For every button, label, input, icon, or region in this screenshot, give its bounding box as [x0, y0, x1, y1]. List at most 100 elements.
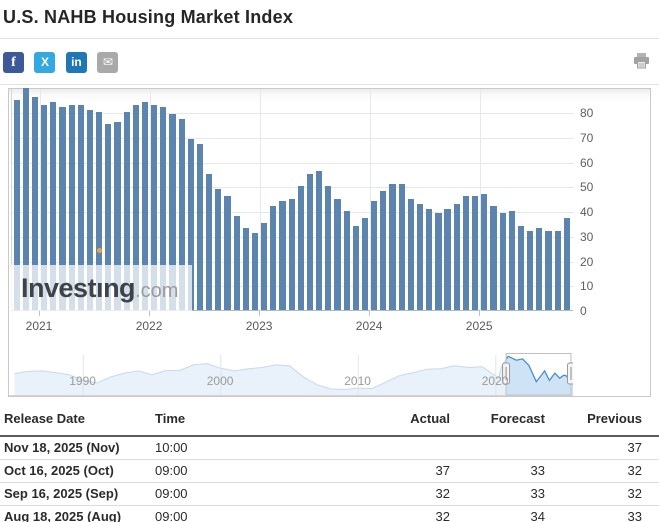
time-cell: 09:00: [150, 482, 290, 506]
bar: [407, 198, 414, 310]
actual-cell: 32: [290, 482, 450, 506]
actual-cell: 37: [290, 459, 450, 483]
bar: [343, 211, 350, 310]
y-tick-label: 0: [580, 304, 587, 318]
y-tick-label: 20: [580, 254, 594, 269]
bar: [96, 112, 103, 310]
bar: [361, 218, 369, 310]
bar: [306, 173, 314, 310]
bar: [233, 215, 240, 310]
watermark-orange-dot: [97, 248, 103, 253]
pad-cell: [642, 459, 659, 483]
bar: [416, 203, 424, 310]
bar: [13, 99, 20, 310]
plot-area: [11, 88, 574, 311]
bar: [462, 196, 470, 310]
forecast-cell: 33: [450, 482, 545, 506]
bar: [31, 97, 39, 310]
bar: [499, 213, 506, 310]
forecast-cell: 34: [450, 505, 545, 522]
bar: [206, 173, 213, 310]
bar: [261, 223, 268, 310]
bar: [59, 107, 66, 310]
table-header-row: Release Date Time Actual Forecast Previo…: [0, 402, 659, 437]
y-tick-label: 30: [580, 229, 594, 244]
navigator-left-handle[interactable]: [502, 362, 511, 385]
actual-cell: 32: [290, 505, 450, 522]
share-facebook-button[interactable]: f: [3, 52, 24, 73]
forecast-cell: [450, 436, 545, 460]
bar: [86, 109, 94, 310]
y-tick-label: 60: [580, 155, 594, 170]
bar: [481, 193, 488, 310]
bar: [325, 186, 332, 310]
bar: [141, 102, 149, 310]
navigator-right-handle[interactable]: [567, 362, 574, 385]
navigator[interactable]: [9, 353, 573, 396]
release-date-cell: Aug 18, 2025 (Aug): [0, 505, 150, 522]
y-tick-label: 50: [580, 180, 594, 195]
share-email-button[interactable]: ✉: [97, 52, 119, 73]
title-divider: [0, 38, 659, 39]
linkedin-icon: in: [71, 55, 82, 69]
bar: [242, 228, 249, 310]
bar: [398, 183, 405, 310]
bar: [105, 124, 112, 310]
facebook-icon: f: [11, 55, 16, 70]
table-row: Aug 18, 2025 (Aug) 09:00 32 34 33: [0, 505, 659, 522]
actual-cell: [290, 436, 450, 460]
previous-cell: 37: [545, 436, 642, 460]
bar: [169, 114, 176, 310]
releases-table: Release Date Time Actual Forecast Previo…: [0, 402, 659, 522]
bar: [426, 208, 433, 310]
x-tick-label: 2021: [25, 319, 53, 333]
share-linkedin-button[interactable]: in: [65, 52, 87, 73]
bar: [316, 171, 323, 310]
bar: [215, 188, 222, 310]
header-previous: Previous: [545, 402, 642, 437]
watermark-logo: Investı ng.com: [11, 248, 192, 311]
bar: [472, 196, 479, 310]
bar: [187, 139, 194, 310]
bar: [151, 104, 158, 310]
bar: [444, 208, 451, 310]
bar: [563, 218, 570, 310]
bar: [270, 206, 277, 310]
navigator-decade-label: 2010: [344, 374, 371, 388]
bar: [160, 107, 167, 310]
bar: [435, 213, 442, 310]
pad-cell: [642, 505, 659, 522]
bar: [178, 119, 185, 310]
time-cell: 09:00: [150, 505, 290, 522]
watermark-text: Investı ng: [21, 248, 136, 303]
bar: [352, 225, 359, 310]
y-tick-label: 70: [580, 130, 594, 145]
bar: [389, 183, 396, 310]
bar: [297, 186, 304, 310]
print-icon[interactable]: [633, 53, 650, 69]
x-twitter-icon: X: [40, 55, 49, 69]
bar: [508, 211, 515, 310]
page-title: U.S. NAHB Housing Market Index: [3, 7, 294, 27]
bar: [50, 102, 57, 310]
bar: [114, 121, 121, 310]
chart-panel: 0 10 20 30 40 50 60 70 80 2021 2022 2023 2024 2025 I…: [8, 88, 651, 397]
share-x-button[interactable]: X: [34, 52, 56, 73]
y-tick-label: 80: [580, 106, 594, 120]
x-tick-label: 2023: [245, 319, 273, 333]
share-divider: [0, 84, 659, 85]
x-tick-label: 2022: [135, 319, 163, 333]
previous-cell: 32: [545, 482, 642, 506]
time-cell: 09:00: [150, 459, 290, 483]
bar: [545, 230, 552, 310]
table-row: Oct 16, 2025 (Oct) 09:00 37 33 32: [0, 459, 659, 483]
bar: [251, 233, 259, 310]
navigator-decade-label: 1990: [69, 374, 96, 388]
bar: [334, 198, 341, 310]
bar: [380, 191, 387, 310]
bar: [77, 104, 84, 310]
previous-cell: 33: [545, 505, 642, 522]
release-date-cell: Sep 16, 2025 (Sep): [0, 482, 150, 506]
bar: [196, 144, 204, 310]
